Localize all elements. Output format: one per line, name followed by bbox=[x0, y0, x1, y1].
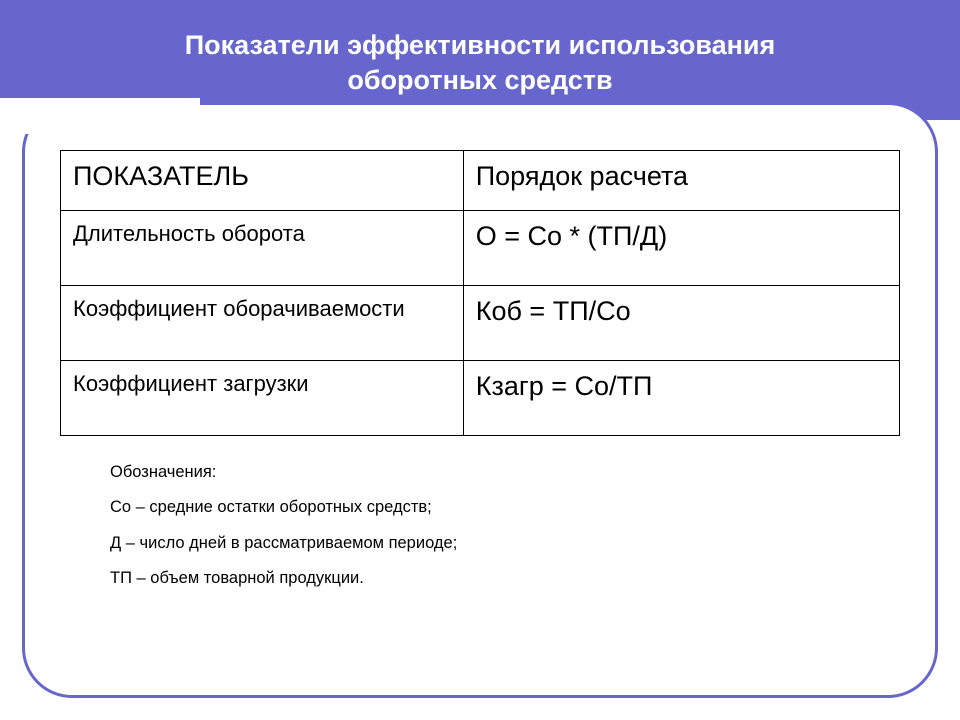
table-header-row: ПОКАЗАТЕЛЬ Порядок расчета bbox=[61, 151, 900, 211]
indicators-table: ПОКАЗАТЕЛЬ Порядок расчета Длительность … bbox=[60, 150, 900, 436]
table-row: Коэффициент оборачиваемости Коб = ТП/Со bbox=[61, 286, 900, 361]
title-line2: оборотных средств bbox=[347, 65, 612, 95]
formula-cell: О = Со * (ТП/Д) bbox=[463, 211, 899, 286]
legend-block: Обозначения: Со – средние остатки оборот… bbox=[60, 462, 900, 590]
table-row: Коэффициент загрузки Кзагр = Со/ТП bbox=[61, 361, 900, 436]
indicator-cell: Длительность оборота bbox=[61, 211, 464, 286]
col-header-formula: Порядок расчета bbox=[463, 151, 899, 211]
legend-heading: Обозначения: bbox=[110, 462, 900, 483]
formula-cell: Кзагр = Со/ТП bbox=[463, 361, 899, 436]
col-header-indicator: ПОКАЗАТЕЛЬ bbox=[61, 151, 464, 211]
indicator-cell: Коэффициент загрузки bbox=[61, 361, 464, 436]
legend-item: Со – средние остатки оборотных средств; bbox=[110, 497, 900, 518]
table-row: Длительность оборота О = Со * (ТП/Д) bbox=[61, 211, 900, 286]
indicator-cell: Коэффициент оборачиваемости bbox=[61, 286, 464, 361]
title-line1: Показатели эффективности использования bbox=[185, 30, 776, 60]
formula-cell: Коб = ТП/Со bbox=[463, 286, 899, 361]
frame-top-left-mask bbox=[0, 98, 200, 134]
legend-item: Д – число дней в рассматриваемом периоде… bbox=[110, 533, 900, 554]
content-area: ПОКАЗАТЕЛЬ Порядок расчета Длительность … bbox=[60, 150, 900, 604]
legend-item: ТП – объем товарной продукции. bbox=[110, 568, 900, 589]
